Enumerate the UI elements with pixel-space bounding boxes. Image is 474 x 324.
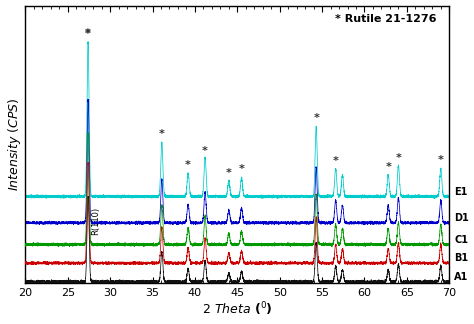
Text: B1: B1 xyxy=(455,253,468,263)
Text: *: * xyxy=(395,153,401,163)
Text: A1: A1 xyxy=(455,272,469,282)
Text: *: * xyxy=(333,156,338,166)
X-axis label: $\it{2\ Theta}$ ($^0$): $\it{2\ Theta}$ ($^0$) xyxy=(202,301,273,318)
Text: *: * xyxy=(313,113,319,123)
Text: *: * xyxy=(226,168,232,178)
Text: *: * xyxy=(159,129,165,139)
Text: *: * xyxy=(238,164,245,174)
Text: *: * xyxy=(202,146,208,156)
Text: *: * xyxy=(438,155,444,165)
Text: *: * xyxy=(85,29,91,39)
Text: E1: E1 xyxy=(455,187,468,197)
Text: D1: D1 xyxy=(455,213,469,223)
Text: *: * xyxy=(85,29,91,39)
Y-axis label: $\it{Intensity\ (CPS)}$: $\it{Intensity\ (CPS)}$ xyxy=(6,98,23,191)
Text: C1: C1 xyxy=(455,235,468,245)
Text: * Rutile 21-1276: * Rutile 21-1276 xyxy=(335,14,437,24)
Text: R(110): R(110) xyxy=(91,207,100,235)
Text: *: * xyxy=(185,160,191,170)
Text: *: * xyxy=(385,162,391,172)
